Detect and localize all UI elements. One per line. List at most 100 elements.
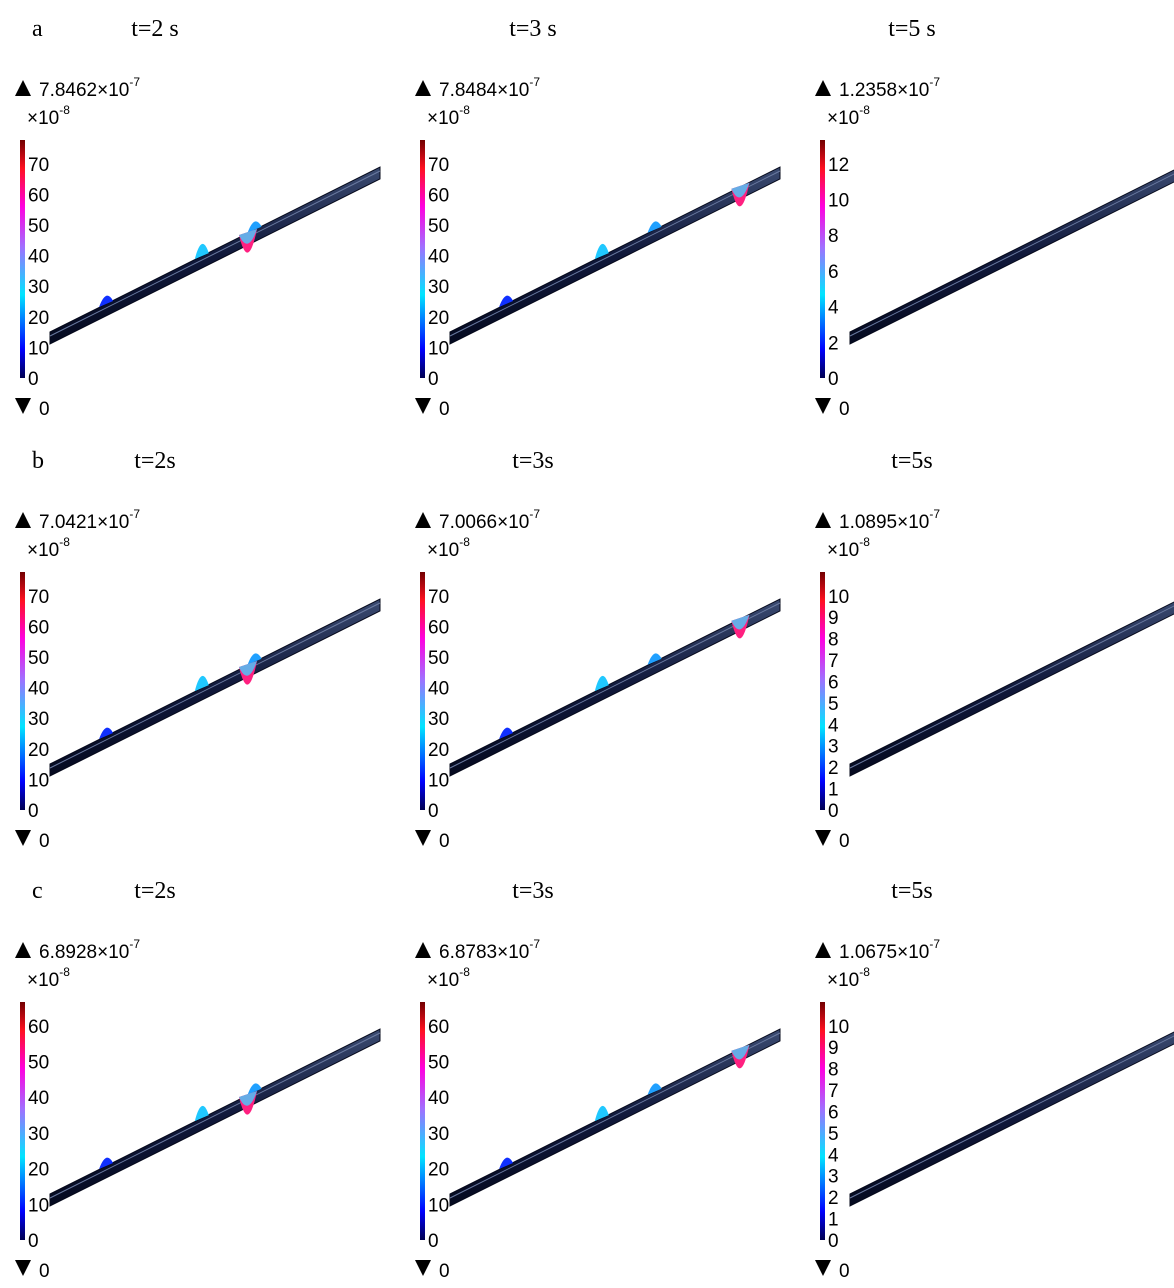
- colorbar: [820, 572, 825, 810]
- min-arrow: [415, 830, 431, 846]
- colorbar-tick-label: 0: [828, 801, 839, 822]
- colorbar-tick-label: 0: [28, 801, 39, 822]
- colorbar-tick-label: 0: [428, 801, 439, 822]
- colorbar-tick-label: 20: [28, 308, 49, 329]
- panel: t=5s1.0895×10-7×10-81098765432100: [815, 448, 1174, 852]
- max-arrow: [415, 512, 431, 528]
- max-arrow: [415, 80, 431, 96]
- beam: [450, 1029, 780, 1206]
- colorbar-tick-label: 70: [28, 587, 49, 608]
- scale-factor: ×10-8: [427, 965, 470, 991]
- colorbar-tick-label: 70: [428, 587, 449, 608]
- colorbar-tick-label: 1: [828, 780, 839, 801]
- beam-edge: [50, 1033, 380, 1198]
- max-exponent: -7: [129, 507, 140, 521]
- max-arrow: [815, 942, 831, 958]
- scale-exponent: -8: [459, 103, 470, 117]
- max-exponent: -7: [929, 75, 940, 89]
- colorbar-tick-label: 20: [428, 308, 449, 329]
- colorbar-tick-label: 40: [428, 247, 449, 268]
- scale-factor: ×10-8: [427, 535, 470, 561]
- colorbar-tick-label: 7: [828, 651, 839, 672]
- max-value: 1.0675×10-7: [839, 937, 940, 963]
- colorbar-tick-label: 30: [28, 1124, 49, 1145]
- panel: t=2s6.8928×10-7×10-860504030201000: [15, 878, 380, 1282]
- max-mantissa: 7.8484×10: [439, 80, 529, 101]
- colorbar-tick-label: 4: [828, 298, 839, 319]
- colorbar-tick-label: 40: [28, 247, 49, 268]
- max-value: 6.8928×10-7: [39, 937, 140, 963]
- colorbar-tick-label: 12: [828, 155, 849, 176]
- scale-base: ×10: [427, 540, 459, 561]
- max-exponent: -7: [129, 75, 140, 89]
- min-value: 0: [39, 1261, 50, 1282]
- max-value: 7.8484×10-7: [439, 75, 540, 101]
- scale-exponent: -8: [459, 965, 470, 979]
- time-label: t=2s: [134, 878, 176, 904]
- colorbar-tick-label: 30: [28, 277, 49, 298]
- colorbar-tick-label: 40: [28, 679, 49, 700]
- min-arrow: [815, 1260, 831, 1276]
- min-arrow: [815, 398, 831, 414]
- beam-edge: [50, 171, 380, 336]
- row-label: a: [32, 16, 43, 42]
- colorbar-tick-label: 2: [828, 333, 839, 354]
- colorbar-tick-label: 20: [28, 740, 49, 761]
- colorbar-tick-label: 0: [428, 1231, 439, 1252]
- scale-factor: ×10-8: [427, 103, 470, 129]
- colorbar-tick-label: 8: [828, 226, 839, 247]
- colorbar-tick-label: 9: [828, 1038, 839, 1059]
- max-exponent: -7: [929, 937, 940, 951]
- max-mantissa: 7.0066×10: [439, 512, 529, 533]
- panel: t=3s7.0066×10-7×10-87060504030201000: [415, 448, 780, 852]
- row-label: c: [32, 878, 43, 904]
- scale-factor: ×10-8: [827, 965, 870, 991]
- scale-exponent: -8: [859, 103, 870, 117]
- scale-exponent: -8: [59, 965, 70, 979]
- colorbar-tick-label: 70: [28, 155, 49, 176]
- max-exponent: -7: [129, 937, 140, 951]
- colorbar-tick-label: 30: [428, 1124, 449, 1145]
- colorbar-tick-label: 7: [828, 1081, 839, 1102]
- colorbar-tick-label: 8: [828, 1060, 839, 1081]
- panel: t=2s7.0421×10-7×10-87060504030201000: [15, 448, 380, 852]
- beam: [50, 167, 380, 344]
- max-mantissa: 1.0675×10: [839, 942, 929, 963]
- colorbar-tick-label: 10: [428, 1195, 449, 1216]
- colorbar-tick-label: 0: [828, 369, 839, 390]
- min-value: 0: [39, 831, 50, 852]
- min-arrow: [415, 398, 431, 414]
- time-label: t=5s: [891, 878, 933, 904]
- colorbar-tick-label: 6: [828, 672, 839, 693]
- time-label: t=3s: [512, 878, 554, 904]
- scale-factor: ×10-8: [827, 535, 870, 561]
- colorbar-tick-label: 70: [428, 155, 449, 176]
- max-value: 7.0066×10-7: [439, 507, 540, 533]
- colorbar-tick-label: 60: [428, 185, 449, 206]
- scale-base: ×10: [27, 540, 59, 561]
- colorbar-tick-label: 10: [428, 338, 449, 359]
- beam-edge: [450, 603, 780, 768]
- colorbar-tick-label: 10: [828, 1017, 849, 1038]
- colorbar: [420, 572, 425, 810]
- scale-exponent: -8: [859, 965, 870, 979]
- colorbar-tick-label: 4: [828, 1145, 839, 1166]
- min-value: 0: [839, 399, 850, 420]
- colorbar-tick-label: 0: [828, 1231, 839, 1252]
- min-value: 0: [839, 1261, 850, 1282]
- min-arrow: [815, 830, 831, 846]
- max-arrow: [815, 512, 831, 528]
- colorbar-tick-label: 30: [28, 709, 49, 730]
- max-mantissa: 1.2358×10: [839, 80, 929, 101]
- time-label: t=2s: [134, 448, 176, 474]
- colorbar: [820, 1002, 825, 1240]
- scale-base: ×10: [27, 970, 59, 991]
- max-value: 1.0895×10-7: [839, 507, 940, 533]
- min-arrow: [15, 830, 31, 846]
- scale-factor: ×10-8: [27, 965, 70, 991]
- colorbar-tick-label: 3: [828, 1167, 839, 1188]
- min-value: 0: [439, 831, 450, 852]
- colorbar: [20, 140, 25, 378]
- colorbar-tick-label: 10: [28, 338, 49, 359]
- colorbar-tick-label: 20: [28, 1160, 49, 1181]
